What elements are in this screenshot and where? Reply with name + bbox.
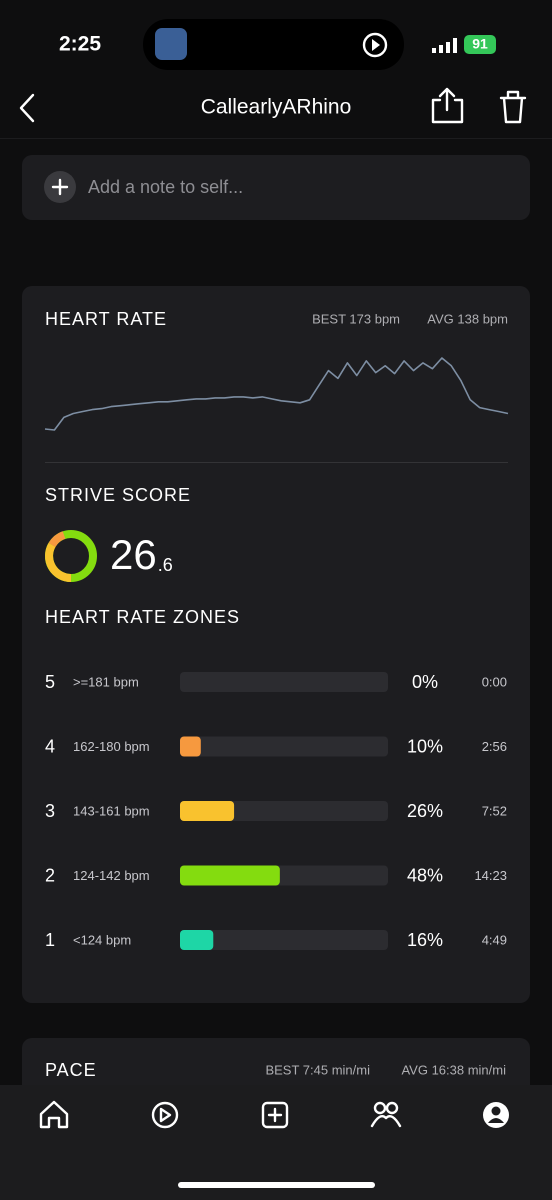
heart-rate-best: BEST 173 bpm: [312, 311, 400, 326]
zone-percent: 26%: [407, 801, 443, 821]
zone-percent: 48%: [407, 865, 443, 885]
zone-number: 5: [45, 672, 55, 692]
plus-glyph: [51, 178, 69, 196]
delete-button[interactable]: [499, 90, 527, 124]
app-icon: [155, 28, 187, 60]
tab-friends[interactable]: [370, 1101, 402, 1128]
zone-range: 162-180 bpm: [73, 739, 150, 754]
dynamic-island: [143, 19, 404, 70]
tab-profile[interactable]: [483, 1102, 509, 1128]
zone-percent: 16%: [407, 930, 443, 950]
heart-rate-line: [44, 357, 509, 431]
zone-track: [180, 736, 388, 757]
zone-track: [180, 672, 388, 692]
zone-number: 4: [45, 736, 55, 756]
zone-track: [180, 930, 388, 950]
battery-level: 91: [472, 36, 488, 52]
zone-range: 143-161 bpm: [73, 803, 150, 818]
zone-bar: [180, 930, 214, 950]
status-time: 2:25: [59, 33, 101, 56]
heart-rate-card: [22, 286, 530, 1003]
zone-range: 124-142 bpm: [73, 868, 150, 883]
heart-rate-title: HEART RATE: [45, 309, 167, 329]
zone-percent: 0%: [412, 672, 438, 692]
heart-rate-avg: AVG 138 bpm: [427, 311, 508, 326]
zone-number: 3: [45, 801, 55, 821]
zone-percent: 10%: [407, 736, 443, 756]
tab-home[interactable]: [39, 1100, 69, 1129]
strive-score-decimal: .6: [158, 555, 173, 575]
note-card[interactable]: [22, 155, 530, 220]
tab-activities[interactable]: [151, 1101, 179, 1129]
header-divider: [0, 138, 552, 139]
zone-number: 2: [45, 865, 55, 885]
zone-number: 1: [45, 930, 55, 950]
zone-time: 0:00: [482, 674, 507, 689]
play-glyph: [372, 39, 380, 51]
zone-range: >=181 bpm: [73, 674, 139, 689]
pace-best: BEST 7:45 min/mi: [265, 1062, 370, 1077]
signal: [432, 38, 457, 53]
zone-range: <124 bpm: [73, 932, 131, 947]
pace-avg: AVG 16:38 min/mi: [401, 1062, 506, 1077]
zone-bar: [180, 736, 201, 757]
back-button[interactable]: [19, 93, 35, 123]
zone-time: 2:56: [482, 739, 507, 754]
zone-bar: [180, 801, 235, 821]
tab-record[interactable]: [261, 1101, 289, 1129]
zones-title: HEART RATE ZONES: [45, 607, 240, 627]
zone-time: 7:52: [482, 803, 507, 818]
home-indicator: [178, 1182, 375, 1188]
zone-time: 4:49: [482, 932, 507, 947]
strive-title: STRIVE SCORE: [45, 485, 191, 505]
strive-score: 26: [110, 531, 157, 578]
zone-time: 14:23: [474, 868, 507, 883]
play-indicator: [362, 32, 388, 58]
header-title: CallearlyARhino: [201, 96, 352, 119]
note-placeholder[interactable]: Add a note to self...: [88, 177, 243, 197]
pace-title: PACE: [45, 1060, 97, 1080]
zone-bar: [180, 865, 280, 886]
battery: [464, 35, 496, 54]
divider: [45, 462, 508, 463]
strive-ring: [45, 530, 97, 582]
share-button[interactable]: [431, 87, 464, 124]
